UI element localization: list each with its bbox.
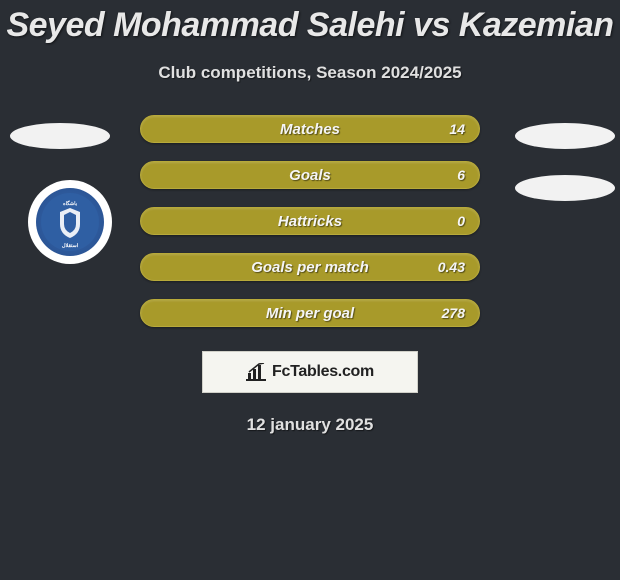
- stat-row-goals: Goals 6: [140, 161, 480, 189]
- club-badge: باشگاه استقلال: [28, 180, 112, 264]
- stat-value: 278: [442, 305, 465, 321]
- stat-value: 14: [449, 121, 465, 137]
- stat-label: Min per goal: [266, 305, 354, 322]
- stat-label: Matches: [280, 121, 340, 138]
- date-text: 12 january 2025: [0, 415, 620, 435]
- brand-text: FcTables.com: [272, 363, 374, 381]
- subtitle: Club competitions, Season 2024/2025: [0, 63, 620, 83]
- brand-box[interactable]: FcTables.com: [202, 351, 418, 393]
- svg-text:باشگاه: باشگاه: [63, 200, 78, 207]
- stat-label: Hattricks: [278, 213, 342, 230]
- avatar-placeholder-right: [515, 123, 615, 149]
- stat-label: Goals per match: [251, 259, 369, 276]
- stat-row-gpm: Goals per match 0.43: [140, 253, 480, 281]
- stat-value: 0: [457, 213, 465, 229]
- bar-chart-icon: [246, 363, 266, 381]
- page-title: Seyed Mohammad Salehi vs Kazemian: [0, 0, 620, 45]
- svg-text:استقلال: استقلال: [62, 243, 79, 249]
- club-crest-icon: باشگاه استقلال: [40, 192, 100, 252]
- stat-row-hattricks: Hattricks 0: [140, 207, 480, 235]
- stat-value: 6: [457, 167, 465, 183]
- avatar-placeholder-left: [10, 123, 110, 149]
- stat-label: Goals: [289, 167, 331, 184]
- stat-row-matches: Matches 14: [140, 115, 480, 143]
- stat-row-mpg: Min per goal 278: [140, 299, 480, 327]
- avatar-placeholder-right-2: [515, 175, 615, 201]
- stat-value: 0.43: [438, 259, 465, 275]
- club-badge-inner: باشگاه استقلال: [36, 188, 104, 256]
